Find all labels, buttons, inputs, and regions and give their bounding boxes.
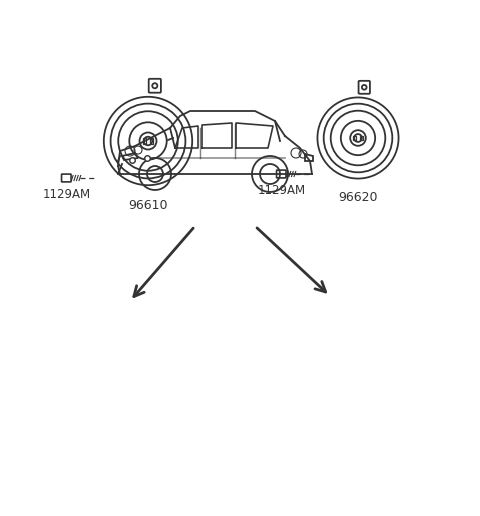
Bar [143, 138, 146, 143]
Text: 96610: 96610 [128, 199, 168, 212]
Circle shape [144, 137, 152, 145]
Text: 1129AM: 1129AM [42, 188, 90, 201]
Text: 1129AM: 1129AM [257, 184, 305, 197]
Circle shape [354, 134, 362, 142]
Bar [353, 136, 357, 140]
Bar [150, 138, 153, 143]
Bar [360, 136, 363, 140]
Text: 96620: 96620 [338, 191, 378, 204]
